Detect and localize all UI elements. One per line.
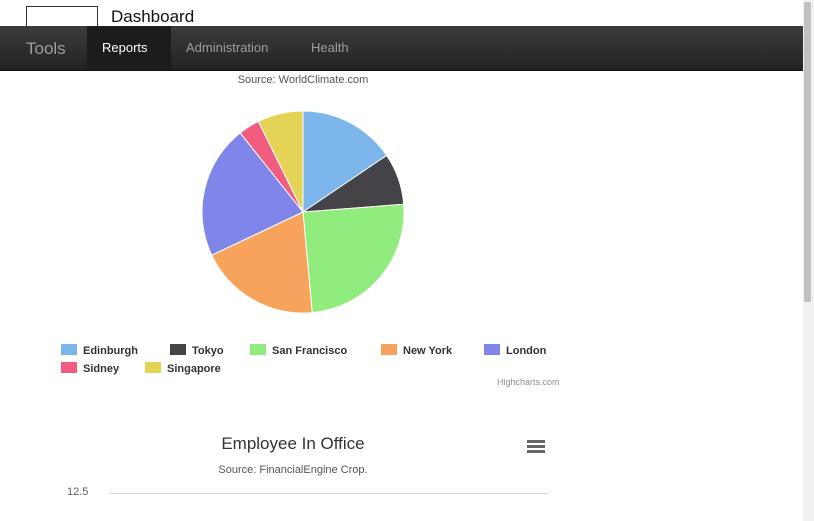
legend-label: Edinburgh xyxy=(83,345,138,357)
highcharts-credits-link[interactable]: Highcharts.com xyxy=(497,377,560,387)
pie-slice-san-francisco[interactable] xyxy=(302,203,405,314)
legend-swatch xyxy=(381,344,397,355)
employee-chart-subtitle: Source: FinancialEngine Crop. xyxy=(218,464,368,476)
pie-slice-london[interactable] xyxy=(201,132,304,256)
legend-item-new-york[interactable]: New York xyxy=(381,344,452,358)
legend-label: London xyxy=(506,345,547,357)
legend-swatch xyxy=(145,362,161,373)
scrollbar-thumb[interactable] xyxy=(804,2,811,302)
legend-label: Tokyo xyxy=(192,345,224,357)
legend-item-san-francisco[interactable]: San Francisco xyxy=(250,344,347,358)
pie-slice-new-york[interactable] xyxy=(211,211,313,314)
legend-item-singapore[interactable]: Singapore xyxy=(145,362,221,376)
hamburger-menu-icon[interactable] xyxy=(527,440,545,454)
pie-slice-singapore[interactable] xyxy=(257,110,304,213)
main-navbar: Tools Reports Administration Health xyxy=(0,26,814,71)
legend-swatch xyxy=(484,344,500,355)
legend-label: Singapore xyxy=(167,363,221,375)
legend-label: Sidney xyxy=(83,363,120,375)
legend-item-london[interactable]: London xyxy=(484,344,546,358)
nav-item-health[interactable]: Health xyxy=(311,40,349,55)
dashboard-title: Dashboard xyxy=(111,7,195,26)
logo-placeholder xyxy=(26,6,98,26)
legend-swatch xyxy=(61,344,77,355)
nav-item-reports[interactable]: Reports xyxy=(87,26,171,70)
legend-swatch xyxy=(250,344,266,355)
pie-chart-subtitle: Source: WorldClimate.com xyxy=(237,74,369,86)
legend-label: New York xyxy=(403,345,453,357)
legend-swatch xyxy=(170,344,186,355)
legend-item-sidney[interactable]: Sidney xyxy=(61,362,119,376)
nav-item-administration[interactable]: Administration xyxy=(186,40,269,55)
navbar-brand[interactable]: Tools xyxy=(26,39,66,58)
legend-item-tokyo[interactable]: Tokyo xyxy=(170,344,224,358)
legend-swatch xyxy=(61,362,77,373)
top-header: Dashboard xyxy=(0,0,814,26)
vertical-scrollbar[interactable] xyxy=(803,0,814,521)
chart-gridline xyxy=(109,493,548,494)
y-axis-tick-label: 12.5 xyxy=(67,486,89,498)
legend-label: San Francisco xyxy=(272,345,348,357)
employee-chart-title: Employee In Office xyxy=(221,434,365,453)
legend-item-edinburgh[interactable]: Edinburgh xyxy=(61,344,138,358)
pie-slice-edinburgh[interactable] xyxy=(302,110,388,213)
